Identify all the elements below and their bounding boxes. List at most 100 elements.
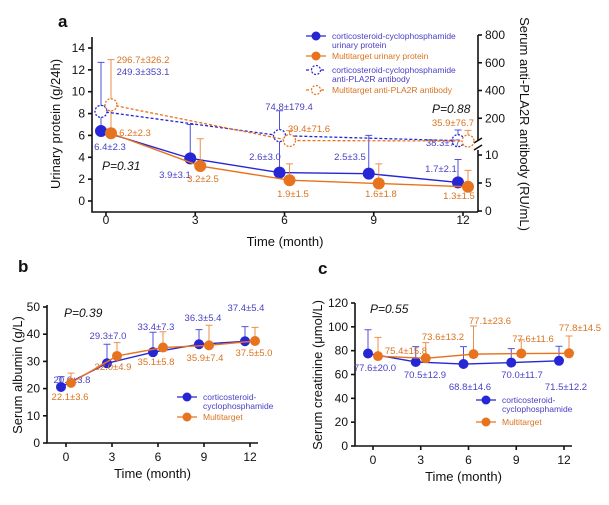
data-label: 37.4±5.4	[228, 303, 265, 314]
data-label: 249.3±353.1	[117, 67, 170, 78]
data-label: 70.5±12.9	[404, 370, 446, 381]
data-point	[362, 167, 375, 180]
data-label: 35.1±5.8	[138, 357, 175, 368]
p-value: P=0.39	[64, 306, 103, 320]
x-tick-label: 0	[370, 453, 377, 467]
data-label: 1.9±1.5	[277, 189, 309, 200]
data-label: 35.9±7.4	[187, 353, 224, 364]
legend-marker	[310, 84, 322, 96]
axis-break-icon	[473, 137, 483, 151]
data-point	[468, 349, 479, 360]
data-point	[516, 348, 527, 359]
x-tick-label: 12	[557, 453, 571, 467]
legend-marker	[311, 51, 321, 61]
data-label: 33.4±7.3	[138, 322, 175, 333]
legend-label: corticosteroid-cyclophosphamide urinary p…	[332, 31, 456, 50]
data-point	[372, 177, 385, 190]
y-tick-label: 0	[341, 439, 348, 453]
x-tick-label: 12	[243, 450, 257, 464]
legend-label: Multitarget anti-PLA2R antibody	[332, 85, 453, 95]
y-tick-label: 50	[27, 300, 41, 314]
panel-letter: a	[58, 12, 68, 31]
panel-letter: b	[18, 257, 28, 276]
data-label: 22.1±3.6	[52, 392, 89, 403]
data-point	[452, 176, 464, 189]
data-point	[112, 350, 122, 361]
data-point	[462, 180, 474, 193]
data-label: 37.5±5.0	[236, 348, 273, 359]
data-label: 1.7±2.1	[425, 164, 457, 175]
x-tick-label: 0	[63, 450, 70, 464]
data-label: 71.5±12.2	[545, 382, 587, 393]
error-bar	[97, 61, 105, 112]
x-axis-title: Time (month)	[114, 466, 191, 481]
p-value: P=0.31	[102, 159, 140, 173]
data-point	[458, 359, 469, 370]
data-label: 6.4±2.3	[94, 142, 126, 153]
y-tick-label: 80	[335, 344, 349, 358]
x-tick-label: 12	[456, 213, 470, 227]
y-tick-label: 30	[27, 354, 41, 368]
y2-tick-label: 10	[485, 148, 499, 162]
y2-tick-label: 400	[485, 84, 505, 98]
legend-marker	[481, 417, 491, 427]
legend-marker	[310, 64, 322, 76]
data-point	[95, 125, 107, 138]
data-point	[194, 339, 204, 350]
data-point	[373, 351, 383, 362]
y-tick-label: 20	[335, 415, 349, 429]
data-point	[66, 377, 76, 388]
data-label: 296.7±326.2	[117, 55, 170, 66]
data-point	[105, 127, 117, 140]
axes	[91, 37, 478, 213]
data-point	[56, 381, 66, 392]
data-point	[104, 98, 118, 112]
x-tick-label: 9	[370, 213, 377, 227]
data-point	[410, 356, 421, 367]
data-label: 32.0±4.9	[95, 362, 132, 373]
data-label: 35.9±76.7	[432, 118, 474, 129]
legend-marker	[182, 392, 192, 402]
p-value: P=0.88	[432, 102, 471, 116]
data-point	[194, 160, 207, 173]
data-point	[283, 174, 296, 187]
legend-label: Multitarget urinary protein	[332, 51, 429, 61]
data-point	[506, 357, 517, 368]
legend-label: corticosteroid-cyclophosphamide	[203, 392, 274, 411]
data-label: 3.9±3.1	[159, 170, 191, 181]
data-label: 73.6±13.2	[422, 332, 464, 343]
legend-label: corticosteroid-cyclophosphamide	[502, 395, 573, 414]
data-label: 36.3±5.4	[185, 313, 222, 324]
y2-axis-title: Serum anti-PLA2R antibody (RU/mL)	[517, 17, 532, 231]
data-label: 3.2±2.5	[187, 174, 219, 185]
y-tick-label: 12	[72, 63, 86, 77]
y-tick-label: 0	[33, 436, 40, 450]
y-tick-label: 100	[328, 320, 348, 334]
data-label: 74.8±179.4	[265, 102, 312, 113]
panel-letter: c	[318, 259, 327, 278]
y2-tick-label: 800	[485, 28, 505, 42]
data-point	[554, 355, 564, 366]
error-bar	[107, 59, 115, 105]
y-tick-label: 20	[27, 382, 41, 396]
x-tick-label: 3	[192, 213, 199, 227]
y2-tick-label: 200	[485, 111, 505, 125]
legend-marker	[182, 412, 192, 422]
legend-label: Multitarget	[203, 412, 243, 422]
y-tick-label: 40	[27, 327, 41, 341]
y-tick-label: 2	[78, 172, 85, 186]
x-tick-label: 0	[103, 213, 110, 227]
y-tick-label: 40	[335, 391, 349, 405]
data-label: 77.6±11.6	[512, 334, 554, 345]
y-tick-label: 6	[78, 128, 85, 142]
error-bar	[365, 134, 373, 174]
y2-tick-label: 0	[485, 204, 492, 218]
legend-marker	[481, 395, 491, 405]
data-point	[461, 134, 475, 148]
data-label: 2.5±3.5	[334, 152, 366, 163]
data-label: 1.6±1.8	[365, 189, 397, 200]
y-tick-label: 14	[72, 41, 86, 55]
p-value: P=0.55	[370, 302, 409, 316]
x-tick-label: 6	[465, 453, 472, 467]
